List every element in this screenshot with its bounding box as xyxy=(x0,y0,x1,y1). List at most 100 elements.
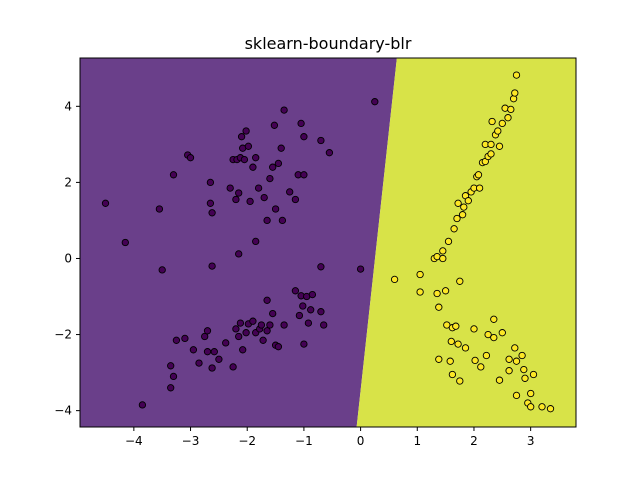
class-0-point xyxy=(277,144,285,152)
x-tick-label: 2 xyxy=(470,434,478,448)
class-1-point xyxy=(520,365,528,374)
class-0-point xyxy=(206,178,215,187)
class-0-point xyxy=(167,384,175,392)
class-1-point xyxy=(475,184,484,192)
class-1-point xyxy=(498,119,506,128)
class-1-point xyxy=(448,370,457,379)
class-0-point xyxy=(239,346,247,354)
class-1-point xyxy=(470,325,478,333)
class-0-point xyxy=(244,142,253,150)
class-0-point xyxy=(240,155,249,164)
class-1-point xyxy=(441,287,450,295)
class-0-point xyxy=(320,321,328,329)
x-tick-label: 3 xyxy=(527,434,535,448)
class-1-point xyxy=(435,303,443,311)
class-1-point xyxy=(495,376,504,384)
class-0-point xyxy=(263,296,271,304)
class-1-point xyxy=(505,355,513,363)
y-axis: −4 −2 0 2 4 xyxy=(54,99,80,418)
class-0-point xyxy=(300,340,308,348)
class-0-point xyxy=(189,346,198,354)
class-1-point xyxy=(490,333,498,342)
class-0-point xyxy=(263,216,271,225)
class-0-point xyxy=(235,332,243,341)
class-0-point xyxy=(226,184,234,192)
class-0-point xyxy=(371,98,379,106)
class-0-point xyxy=(101,199,110,207)
class-1-point xyxy=(450,225,458,233)
class-0-point xyxy=(270,121,279,129)
class-1-point xyxy=(490,315,498,323)
class-0-point xyxy=(300,171,308,179)
class-1-point xyxy=(458,211,467,219)
points-layer xyxy=(101,71,555,413)
y-tick-label: 4 xyxy=(64,99,72,113)
class-1-point xyxy=(390,275,399,284)
class-1-point xyxy=(444,237,453,246)
class-0-point xyxy=(325,149,334,157)
class-0-point xyxy=(249,317,257,325)
class-1-point xyxy=(498,329,506,337)
class-1-point xyxy=(511,89,519,97)
class-0-point xyxy=(307,306,315,314)
class-1-point xyxy=(512,357,521,365)
class-0-point xyxy=(242,127,250,135)
class-0-point xyxy=(317,136,325,145)
class-0-point xyxy=(299,302,307,310)
class-1-point xyxy=(484,330,492,339)
axes-frame xyxy=(79,57,577,428)
class-1-point xyxy=(487,140,495,149)
class-0-point xyxy=(186,154,195,162)
class-1-point xyxy=(456,277,464,285)
class-0-point xyxy=(232,325,240,333)
class-0-point xyxy=(252,237,260,246)
class-0-point xyxy=(121,238,129,247)
class-0-point xyxy=(297,119,305,128)
class-0-point xyxy=(201,332,209,341)
class-1-point xyxy=(521,374,529,382)
class-1-point xyxy=(461,344,470,352)
class-0-point xyxy=(215,355,223,363)
class-1-region xyxy=(356,58,576,427)
class-0-point xyxy=(249,163,257,171)
class-0-point xyxy=(269,163,277,171)
class-1-point xyxy=(518,351,526,360)
class-0-point xyxy=(280,106,288,114)
y-tick-label: −2 xyxy=(54,328,72,342)
class-0-point xyxy=(172,336,181,344)
class-0-point xyxy=(208,364,216,372)
class-1-point xyxy=(546,405,555,413)
x-tick-label: 0 xyxy=(357,434,365,448)
class-0-point xyxy=(169,372,178,381)
class-0-point xyxy=(155,205,164,213)
class-0-point xyxy=(259,336,267,344)
class-1-point xyxy=(487,150,495,158)
class-0-point xyxy=(210,348,218,356)
class-1-point xyxy=(504,114,512,122)
plot-area xyxy=(79,57,577,428)
class-0-point xyxy=(317,308,325,316)
class-1-point xyxy=(453,214,461,223)
class-0-point xyxy=(246,197,254,206)
class-0-point xyxy=(222,339,230,347)
class-0-point xyxy=(295,311,304,320)
class-0-region xyxy=(80,58,397,427)
class-0-point xyxy=(274,159,283,168)
class-0-point xyxy=(274,343,283,351)
class-0-point xyxy=(356,265,365,273)
class-1-point xyxy=(477,363,485,371)
class-0-point xyxy=(203,327,212,335)
class-0-point xyxy=(208,209,216,217)
class-1-point xyxy=(471,356,479,365)
class-1-point xyxy=(511,344,519,352)
class-0-point xyxy=(203,348,212,356)
class-0-point xyxy=(266,174,274,183)
class-1-point xyxy=(474,171,483,179)
class-0-point xyxy=(280,321,288,329)
class-0-point xyxy=(237,133,246,141)
class-1-point xyxy=(512,391,521,400)
x-tick-label: −1 xyxy=(295,434,313,448)
class-0-point xyxy=(236,319,245,327)
class-1-point xyxy=(446,357,454,365)
